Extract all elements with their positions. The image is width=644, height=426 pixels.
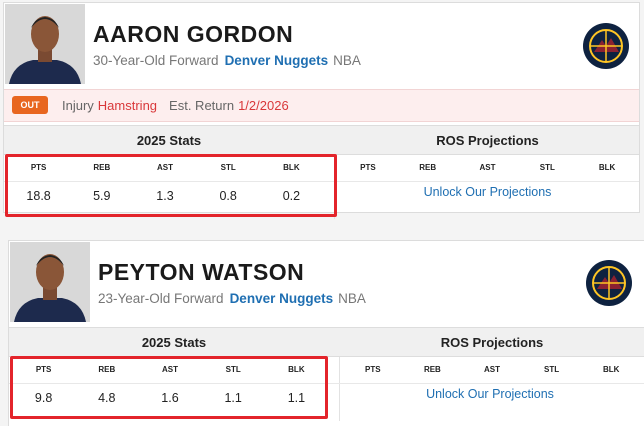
return-date: 1/2/2026 xyxy=(238,98,289,113)
stat-value: 1.3 xyxy=(156,189,174,203)
logo-lines xyxy=(590,30,622,62)
stats-header-row: 2025 Stats ROS Projections xyxy=(4,125,639,155)
projection-column-label: AST xyxy=(484,365,500,374)
player-photo xyxy=(10,242,90,322)
stats-title: 2025 Stats xyxy=(141,335,207,350)
stat-value: 18.8 xyxy=(26,189,51,203)
player-description: 30-Year-Old Forward xyxy=(93,53,219,68)
team-logo xyxy=(583,23,629,69)
player-card: AARON GORDON 30-Year-Old Forward Denver Nu… xyxy=(3,2,640,219)
stats-header-row: 2025 Stats ROS Projections xyxy=(9,327,644,357)
projection-column-label: STL xyxy=(539,163,555,172)
player-name: AARON GORDON xyxy=(93,21,294,47)
injury-label: Injury xyxy=(62,98,94,113)
stat-column-label: REB xyxy=(93,163,111,172)
jersey xyxy=(14,298,86,322)
return-label: Est. Return xyxy=(169,98,235,113)
stat-value: 1.1 xyxy=(224,391,242,405)
player-info: 30-Year-Old Forward Denver Nuggets NBA xyxy=(93,53,361,68)
head xyxy=(31,16,59,52)
projection-column-label: STL xyxy=(544,365,560,374)
hair xyxy=(31,17,59,28)
projection-column-label: AST xyxy=(479,163,496,172)
player-card: PEYTON WATSON 23-Year-Old Forward Denver N… xyxy=(8,240,644,426)
stat-value: 9.8 xyxy=(34,391,53,405)
team-logo xyxy=(586,260,632,306)
stat-column-label: BLK xyxy=(288,365,305,374)
projection-column-label: BLK xyxy=(602,365,620,374)
stat-value: 5.9 xyxy=(93,189,111,203)
team-link[interactable]: Denver Nuggets xyxy=(229,291,334,306)
neck xyxy=(38,48,52,62)
stat-column-label: PTS xyxy=(30,163,47,172)
stat-column-label: REB xyxy=(98,365,116,374)
head xyxy=(36,254,64,290)
team-link[interactable]: Denver Nuggets xyxy=(224,53,329,68)
stat-column-label: PTS xyxy=(35,365,52,374)
injury-badge: OUT xyxy=(12,96,48,114)
league: NBA xyxy=(338,291,366,306)
projection-column-label: BLK xyxy=(598,163,616,172)
player-info: 23-Year-Old Forward Denver Nuggets NBA xyxy=(98,291,366,306)
player-description: 23-Year-Old Forward xyxy=(98,291,224,306)
projection-column-label: PTS xyxy=(365,365,381,374)
injury-type: Hamstring xyxy=(97,98,158,113)
stat-column-label: STL xyxy=(225,365,241,374)
stats-title: 2025 Stats xyxy=(136,133,202,148)
divider xyxy=(339,357,340,421)
logo-lines xyxy=(593,267,625,299)
stat-column-label: STL xyxy=(220,163,236,172)
stat-value: 0.2 xyxy=(282,189,301,203)
projections-title: ROS Projections xyxy=(440,335,544,350)
jersey xyxy=(9,60,81,84)
projection-column-label: PTS xyxy=(360,163,376,172)
stat-column-label: BLK xyxy=(283,163,300,172)
projections-title: ROS Projections xyxy=(436,133,539,148)
projection-column-label: REB xyxy=(419,163,437,172)
projection-column-label: REB xyxy=(423,365,441,374)
logo-mountain xyxy=(597,275,622,289)
stat-column-label: AST xyxy=(162,365,178,374)
league: NBA xyxy=(333,53,361,68)
stat-value: 1.1 xyxy=(287,391,306,405)
stat-value: 4.8 xyxy=(98,391,116,405)
logo-mountain xyxy=(594,38,619,52)
row-divider xyxy=(4,181,639,182)
hair xyxy=(36,255,64,266)
player-name: PEYTON WATSON xyxy=(98,259,305,285)
stat-value: 0.8 xyxy=(219,189,237,203)
unlock-projections-link[interactable]: Unlock Our Projections xyxy=(426,387,554,401)
injury-row: OUT Injury Hamstring Est. Return 1/2/2026 xyxy=(4,89,639,122)
highlight-box xyxy=(10,356,328,419)
unlock-projections-link[interactable]: Unlock Our Projections xyxy=(423,185,552,199)
stat-value: 1.6 xyxy=(161,391,179,405)
player-photo xyxy=(5,4,85,84)
injury-text: Injury Hamstring Est. Return 1/2/2026 xyxy=(62,98,289,113)
stat-column-label: AST xyxy=(157,163,173,172)
highlight-box xyxy=(5,154,337,217)
neck xyxy=(43,286,57,300)
